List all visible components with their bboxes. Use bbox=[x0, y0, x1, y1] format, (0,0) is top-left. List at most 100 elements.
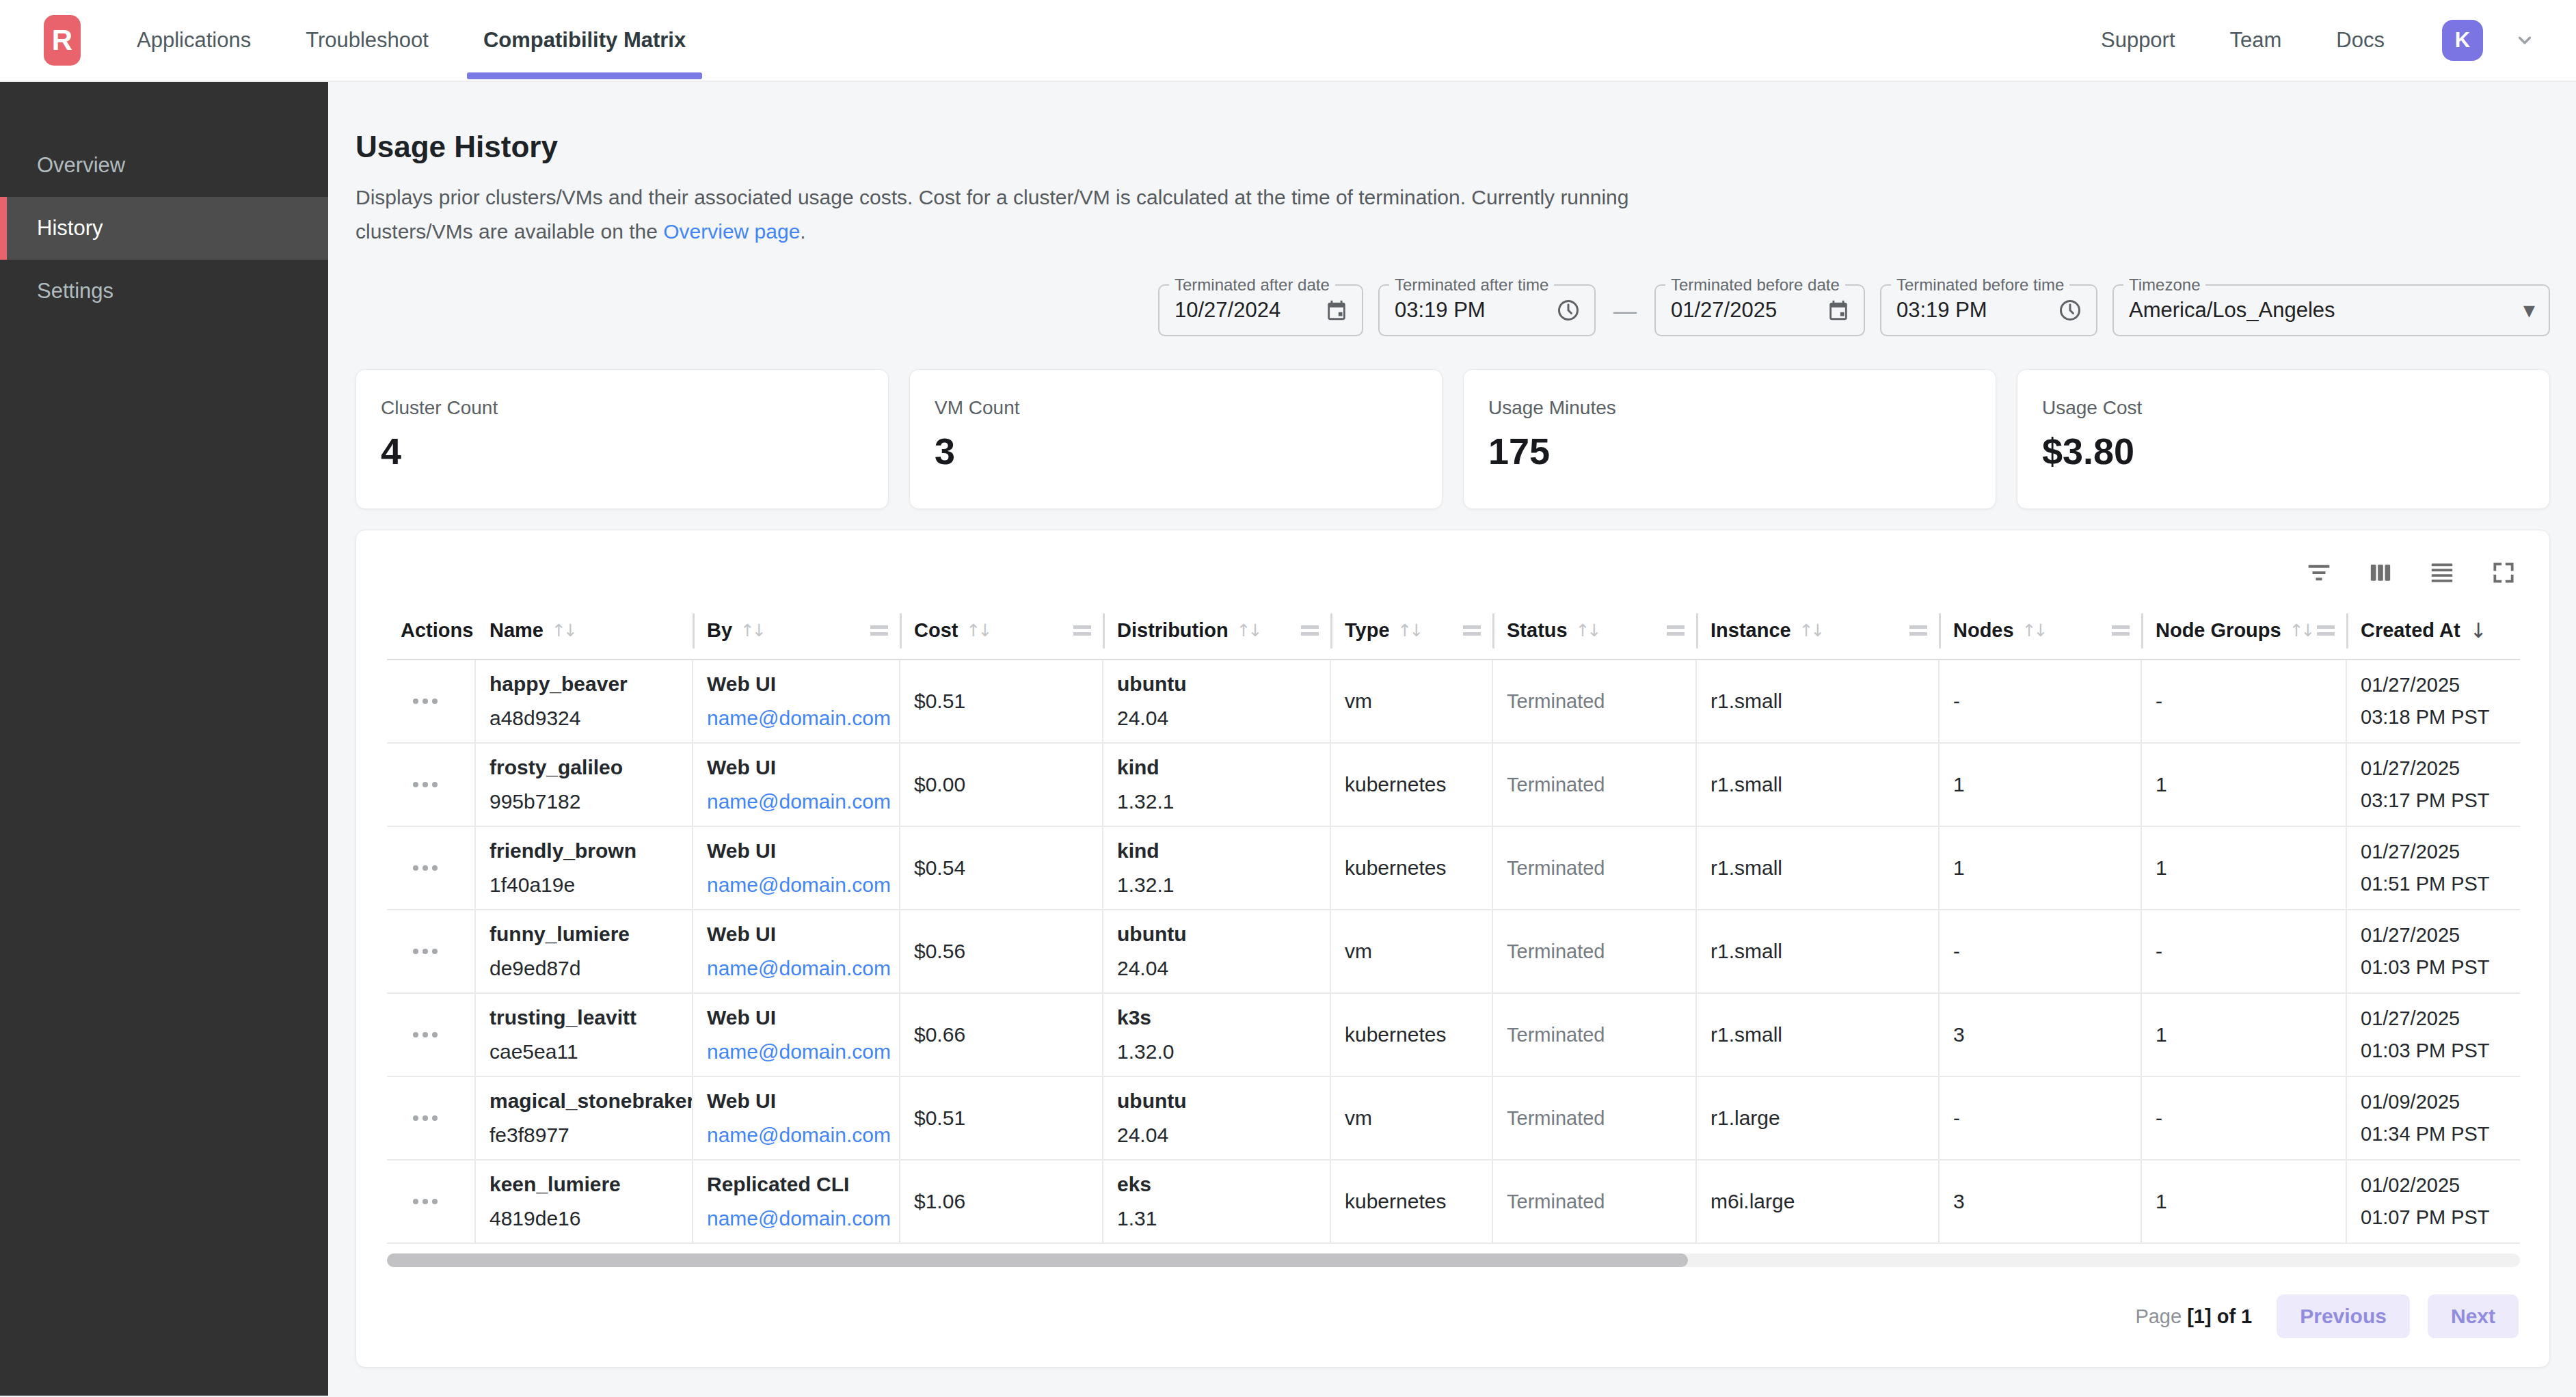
cluster-id: 4819de16 bbox=[489, 1207, 681, 1230]
sort-icon: ↑↓ bbox=[2290, 621, 2313, 640]
column-menu-icon[interactable] bbox=[870, 625, 888, 636]
type-cell: kubernetes bbox=[1331, 1161, 1493, 1243]
sidebar-item-history[interactable]: History bbox=[0, 197, 328, 260]
column-header-instance[interactable]: Instance ↑↓ bbox=[1697, 601, 1940, 659]
density-icon[interactable] bbox=[2427, 558, 2457, 588]
created-by-email-link[interactable]: name@domain.com bbox=[707, 1124, 888, 1147]
terminated-before-time-field[interactable]: Terminated before time 03:19 PM bbox=[1880, 284, 2097, 336]
column-header-name[interactable]: Name ↑↓ bbox=[476, 601, 693, 659]
type-cell: kubernetes bbox=[1331, 994, 1493, 1076]
cluster-name: trusting_leavitt bbox=[489, 1006, 681, 1029]
calendar-icon[interactable] bbox=[1325, 299, 1348, 322]
field-label: Timezone bbox=[2123, 275, 2205, 295]
row-actions-button[interactable] bbox=[406, 1109, 444, 1128]
nodes-cell: - bbox=[1940, 910, 2142, 992]
columns-icon[interactable] bbox=[2365, 558, 2396, 588]
nodes-cell: - bbox=[1940, 1077, 2142, 1159]
instance-cell: r1.small bbox=[1697, 827, 1940, 909]
previous-page-button[interactable]: Previous bbox=[2277, 1294, 2410, 1338]
column-header-created-at[interactable]: Created At ↓ bbox=[2347, 601, 2520, 659]
terminated-after-time-field[interactable]: Terminated after time 03:19 PM bbox=[1378, 284, 1596, 336]
cost-cell: $0.00 bbox=[900, 744, 1103, 826]
stat-label: Usage Minutes bbox=[1488, 397, 1971, 419]
nav-item-support[interactable]: Support bbox=[2084, 28, 2192, 53]
filter-icon[interactable] bbox=[2304, 558, 2334, 588]
column-header-by[interactable]: By ↑↓ bbox=[693, 601, 900, 659]
column-header-status[interactable]: Status ↑↓ bbox=[1493, 601, 1697, 659]
row-actions-button[interactable] bbox=[406, 1192, 444, 1211]
timezone-select[interactable]: Timezone America/Los_Angeles ▼ bbox=[2112, 284, 2550, 336]
column-menu-icon[interactable] bbox=[1667, 625, 1685, 636]
name-cell: magical_stonebraker fe3f8977 bbox=[476, 1077, 693, 1159]
by-cell: Web UI name@domain.com bbox=[693, 1077, 900, 1159]
column-menu-icon[interactable] bbox=[1463, 625, 1481, 636]
user-avatar[interactable]: K bbox=[2442, 20, 2483, 61]
chevron-down-icon[interactable] bbox=[2514, 30, 2535, 51]
column-menu-icon[interactable] bbox=[1073, 625, 1091, 636]
nav-item-compatibility-matrix[interactable]: Compatibility Matrix bbox=[467, 0, 702, 81]
instance-cell: r1.small bbox=[1697, 744, 1940, 826]
scrollbar-thumb[interactable] bbox=[387, 1253, 1688, 1267]
column-header-distribution[interactable]: Distribution ↑↓ bbox=[1103, 601, 1331, 659]
nav-item-team[interactable]: Team bbox=[2214, 28, 2298, 53]
horizontal-scrollbar[interactable] bbox=[387, 1253, 2520, 1267]
terminated-before-date-field[interactable]: Terminated before date 01/27/2025 bbox=[1654, 284, 1865, 336]
column-menu-icon[interactable] bbox=[2112, 625, 2130, 636]
row-actions-button[interactable] bbox=[406, 858, 444, 878]
created-by-email-link[interactable]: name@domain.com bbox=[707, 957, 888, 980]
created-at-cell: 01/27/2025 03:17 PM PST bbox=[2347, 744, 2520, 826]
field-value: 10/27/2024 bbox=[1175, 298, 1280, 323]
next-page-button[interactable]: Next bbox=[2428, 1294, 2519, 1338]
stat-value: 4 bbox=[381, 430, 863, 472]
cluster-name: funny_lumiere bbox=[489, 923, 681, 946]
cost-cell: $0.66 bbox=[900, 994, 1103, 1076]
status-badge: Terminated bbox=[1507, 857, 1685, 880]
nav-item-troubleshoot[interactable]: Troubleshoot bbox=[289, 0, 445, 81]
sidebar-item-settings[interactable]: Settings bbox=[0, 260, 328, 323]
nodes-cell: 3 bbox=[1940, 1161, 2142, 1243]
column-menu-icon[interactable] bbox=[1301, 625, 1319, 636]
terminated-after-date-field[interactable]: Terminated after date 10/27/2024 bbox=[1158, 284, 1363, 336]
nav-item-applications[interactable]: Applications bbox=[120, 0, 267, 81]
created-by-email-link[interactable]: name@domain.com bbox=[707, 1040, 888, 1063]
status-cell: Terminated bbox=[1493, 744, 1697, 826]
type-cell: vm bbox=[1331, 660, 1493, 742]
table-row: funny_lumiere de9ed87d Web UI name@domai… bbox=[387, 910, 2520, 994]
column-header-nodes[interactable]: Nodes ↑↓ bbox=[1940, 601, 2142, 659]
column-header-node-groups[interactable]: Node Groups ↑↓ bbox=[2142, 601, 2347, 659]
status-badge: Terminated bbox=[1507, 1024, 1685, 1046]
actions-cell bbox=[387, 910, 476, 992]
instance-cell: m6i.large bbox=[1697, 1161, 1940, 1243]
distribution-cell: ubuntu 24.04 bbox=[1103, 910, 1331, 992]
overview-page-link[interactable]: Overview page bbox=[663, 220, 800, 243]
row-actions-button[interactable] bbox=[406, 775, 444, 794]
status-cell: Terminated bbox=[1493, 827, 1697, 909]
row-actions-button[interactable] bbox=[406, 942, 444, 961]
column-menu-icon[interactable] bbox=[1909, 625, 1927, 636]
column-menu-icon[interactable] bbox=[2317, 625, 2335, 636]
stat-card-cluster-count: Cluster Count 4 bbox=[355, 369, 889, 509]
created-by-email-link[interactable]: name@domain.com bbox=[707, 873, 888, 897]
cost-cell: $0.51 bbox=[900, 660, 1103, 742]
type-cell: kubernetes bbox=[1331, 827, 1493, 909]
distribution-cell: ubuntu 24.04 bbox=[1103, 1077, 1331, 1159]
sidebar-item-overview[interactable]: Overview bbox=[0, 134, 328, 197]
clock-icon[interactable] bbox=[1556, 298, 1581, 323]
created-by-email-link[interactable]: name@domain.com bbox=[707, 707, 888, 730]
clock-icon[interactable] bbox=[2058, 298, 2082, 323]
row-actions-button[interactable] bbox=[406, 1025, 444, 1044]
replicated-logo[interactable]: R bbox=[44, 15, 81, 66]
field-value: America/Los_Angeles bbox=[2129, 298, 2335, 323]
stat-card-usage-cost: Usage Cost $3.80 bbox=[2017, 369, 2550, 509]
nav-item-docs[interactable]: Docs bbox=[2320, 28, 2401, 53]
column-header-cost[interactable]: Cost ↑↓ bbox=[900, 601, 1103, 659]
row-actions-button[interactable] bbox=[406, 692, 444, 711]
column-header-type[interactable]: Type ↑↓ bbox=[1331, 601, 1493, 659]
created-by-email-link[interactable]: name@domain.com bbox=[707, 790, 888, 813]
field-label: Terminated after time bbox=[1389, 275, 1554, 295]
created-at-cell: 01/27/2025 03:18 PM PST bbox=[2347, 660, 2520, 742]
fullscreen-icon[interactable] bbox=[2488, 558, 2519, 588]
calendar-icon[interactable] bbox=[1827, 299, 1850, 322]
created-by-email-link[interactable]: name@domain.com bbox=[707, 1207, 888, 1230]
stat-card-usage-minutes: Usage Minutes 175 bbox=[1463, 369, 1996, 509]
